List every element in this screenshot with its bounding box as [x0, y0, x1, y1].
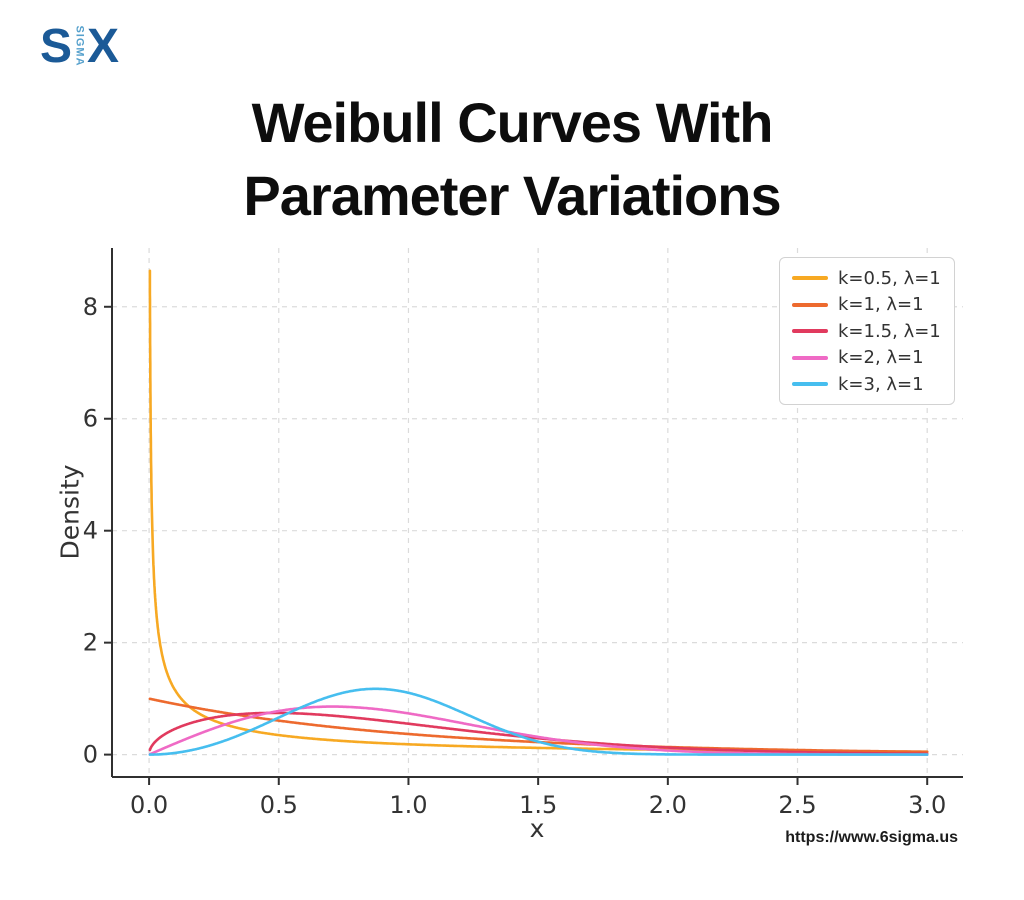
series-line-3 [148, 705, 929, 756]
x-tick-label: 3.0 [908, 791, 946, 819]
series-line-4 [148, 687, 929, 756]
legend-swatch [792, 382, 828, 386]
x-tick-label: 0.0 [130, 791, 168, 819]
chart-title-line1: Weibull Curves With [251, 91, 774, 154]
x-tick-label: 2.5 [778, 791, 816, 819]
y-tick-label: 6 [83, 405, 98, 433]
legend-swatch [792, 302, 828, 307]
y-axis-label: Density [55, 464, 85, 560]
legend-label: k=1.5, λ=1 [838, 320, 941, 342]
legend-label: k=3, λ=1 [838, 373, 924, 395]
x-axis-label: x [529, 814, 545, 843]
legend: k=0.5, λ=1 k=1, λ=1 k=1.5, λ=1 k=2, λ=1 k=3,… [779, 257, 955, 405]
chart-title-line2: Parameter Variations [243, 164, 781, 227]
y-tick-label: 4 [83, 517, 98, 545]
x-tick-label: 1.0 [389, 791, 427, 819]
x-tick-label: 0.5 [260, 791, 298, 819]
chart-title: Weibull Curves With Parameter Variations [0, 86, 1024, 232]
legend-label: k=2, λ=1 [838, 347, 924, 368]
series-line-1 [148, 697, 929, 754]
legend-label: k=1, λ=1 [838, 294, 924, 315]
y-tick-label: 2 [83, 629, 98, 657]
legend-swatch [792, 276, 828, 280]
legend-item: k=0.5, λ=1 [792, 268, 942, 289]
legend-swatch [792, 329, 828, 333]
legend-item: k=3, λ=1 [792, 374, 942, 395]
logo-letter-x: X [87, 19, 120, 73]
legend-label: k=0.5, λ=1 [838, 267, 941, 289]
y-tick-label: 8 [83, 293, 98, 321]
y-tick-label: 0 [83, 741, 98, 769]
series-line-0 [148, 269, 929, 754]
legend-item: k=2, λ=1 [792, 347, 942, 368]
series-line-2 [148, 711, 929, 756]
x-tick-label: 2.0 [649, 791, 687, 819]
legend-item: k=1, λ=1 [792, 294, 942, 315]
six-sigma-logo: S SIGMA X [40, 19, 120, 73]
footer-url: https://www.6sigma.us [785, 829, 958, 846]
legend-item: k=1.5, λ=1 [792, 321, 942, 342]
x-tick-label: 1.5 [519, 791, 557, 819]
legend-swatch [792, 355, 828, 360]
logo-letter-s: S [40, 19, 72, 73]
